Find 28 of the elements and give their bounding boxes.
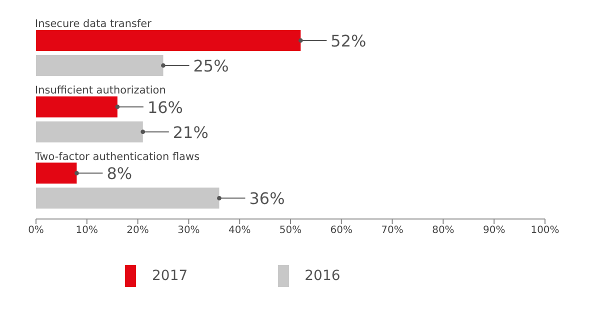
legend-label: 2016	[304, 268, 340, 284]
bar	[36, 188, 220, 209]
bar	[36, 30, 301, 51]
data-label: 52%	[330, 32, 366, 50]
x-tick-label: 10%	[76, 225, 98, 236]
data-label: 36%	[249, 189, 285, 208]
bar	[36, 162, 77, 184]
data-label: 25%	[193, 56, 229, 76]
x-tick-label: 100%	[530, 225, 560, 236]
y-tick-label: Insufficient authorization	[35, 84, 166, 96]
x-tick-label: 30%	[178, 225, 200, 236]
y-tick-label: Two-factor authentication flaws	[34, 150, 200, 163]
data-label: 16%	[147, 98, 184, 117]
bar	[36, 55, 164, 76]
data-label: 21%	[172, 122, 208, 142]
x-tick-label: 60%	[330, 225, 353, 236]
x-tick-label: 40%	[228, 225, 251, 236]
x-tick-label: 90%	[482, 225, 506, 236]
legend-label: 2017	[152, 268, 188, 284]
x-tick-label: 50%	[279, 225, 302, 236]
x-tick-label: 80%	[432, 225, 454, 236]
bar	[36, 121, 143, 142]
y-tick-label: Insecure data transfer	[35, 18, 152, 30]
x-tick-label: 70%	[381, 225, 404, 236]
bar	[36, 96, 118, 118]
data-label: 8%	[106, 164, 132, 184]
x-tick-label: 20%	[126, 225, 149, 236]
x-tick-label: 0%	[28, 225, 44, 236]
